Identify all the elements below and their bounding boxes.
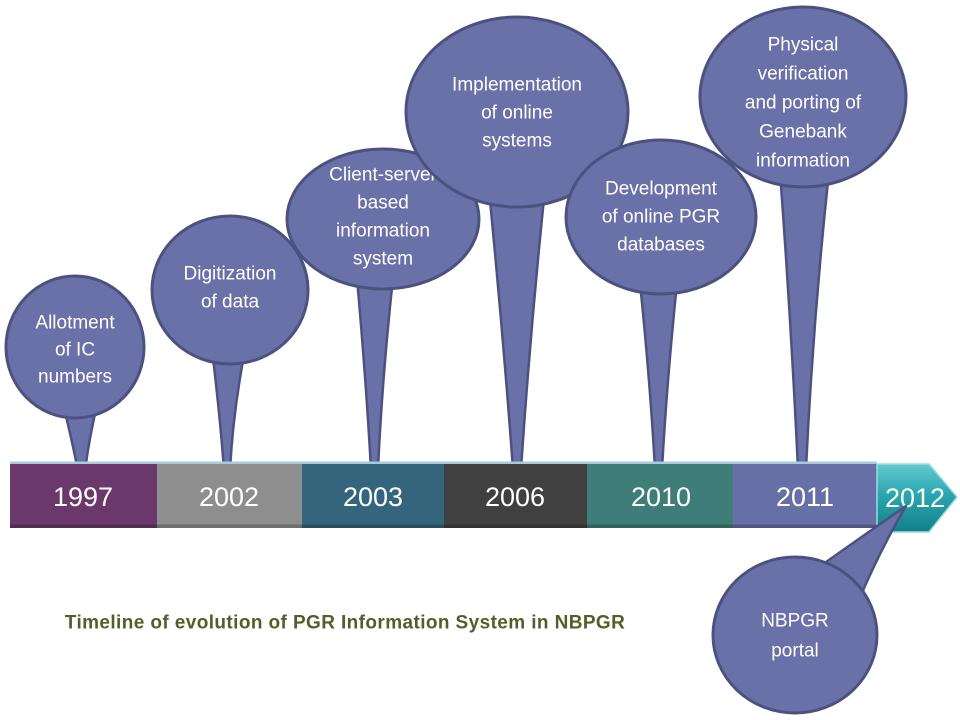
- callout-text-line: and porting of: [745, 93, 862, 114]
- year-label-2011: 2011: [776, 482, 834, 512]
- callout-bubble: [404, 15, 630, 209]
- timeline-segment-2010: [587, 464, 733, 528]
- callout-nbpgr-portal: NBPGR portal: [711, 504, 908, 715]
- callout-text-line: Genebank: [759, 122, 847, 143]
- callout-physical-verification: Physical verification and porting of Gen…: [698, 5, 908, 471]
- callout-text-line: verification: [758, 64, 849, 85]
- callout-tail: [778, 170, 831, 471]
- timeline-segment-1997: [10, 464, 157, 528]
- year-label-2002: 2002: [199, 482, 259, 512]
- callout-bubble: [564, 138, 758, 296]
- timeline-segment-2011: [733, 464, 877, 528]
- callout-text-line: NBPGR: [761, 611, 829, 632]
- callout-digitization: Digitization of data: [150, 214, 310, 472]
- callout-text-line: system: [353, 249, 413, 270]
- callout-text-line: portal: [771, 641, 819, 662]
- callout-text-line: Development: [605, 179, 718, 200]
- caption: Timeline of evolution of PGR Information…: [65, 613, 625, 634]
- callout-tail: [210, 348, 247, 472]
- callout-text-line: information: [756, 151, 850, 172]
- callout-text-line: numbers: [38, 367, 112, 388]
- year-label-2003: 2003: [343, 482, 403, 512]
- bar-bottom-shadow: [10, 524, 877, 528]
- callout-client-server: Client-server based information system: [285, 147, 481, 471]
- callout-text-line: Allotment: [35, 313, 115, 334]
- callout-implementation: Implementation of online systems: [404, 15, 630, 471]
- callout-text-line: of online: [481, 103, 553, 124]
- callout-bubble: [4, 274, 146, 420]
- timeline-segment-2002: [157, 464, 302, 528]
- timeline-segment-2003: [302, 464, 444, 528]
- year-label-1997: 1997: [53, 482, 113, 512]
- timeline-bar: 1997 2002 2003 2006 2010 2011 2012: [10, 461, 958, 533]
- callout-text-line: Implementation: [452, 75, 582, 96]
- callout-text-line: of data: [201, 292, 260, 313]
- callout-text-line: information: [336, 221, 430, 242]
- bar-top-highlight: [10, 461, 877, 464]
- callout-bubble: [150, 214, 310, 366]
- year-label-2010: 2010: [631, 482, 691, 512]
- year-label-2012: 2012: [885, 483, 945, 513]
- callout-text-line: systems: [482, 131, 552, 152]
- callout-text-line: of online PGR: [602, 207, 720, 228]
- callout-text-line: databases: [617, 235, 705, 256]
- callout-bubble: [711, 555, 879, 715]
- callout-text-line: of IC: [55, 340, 95, 361]
- callout-text-line: Physical: [768, 35, 839, 56]
- callout-text-line: Client-server: [329, 165, 437, 186]
- callout-tail: [638, 281, 679, 471]
- callout-tail: [355, 276, 395, 471]
- callout-bubble: [285, 147, 481, 291]
- timeline-segment-2006: [444, 464, 587, 528]
- callout-development: Development of online PGR databases: [564, 138, 758, 471]
- callout-allotment: Allotment of IC numbers: [4, 274, 146, 473]
- callout-text-line: based: [357, 193, 409, 214]
- callout-bubble: [698, 5, 908, 189]
- callout-tail: [485, 168, 549, 471]
- callout-text-line: Digitization: [184, 264, 277, 285]
- year-label-2006: 2006: [485, 482, 545, 512]
